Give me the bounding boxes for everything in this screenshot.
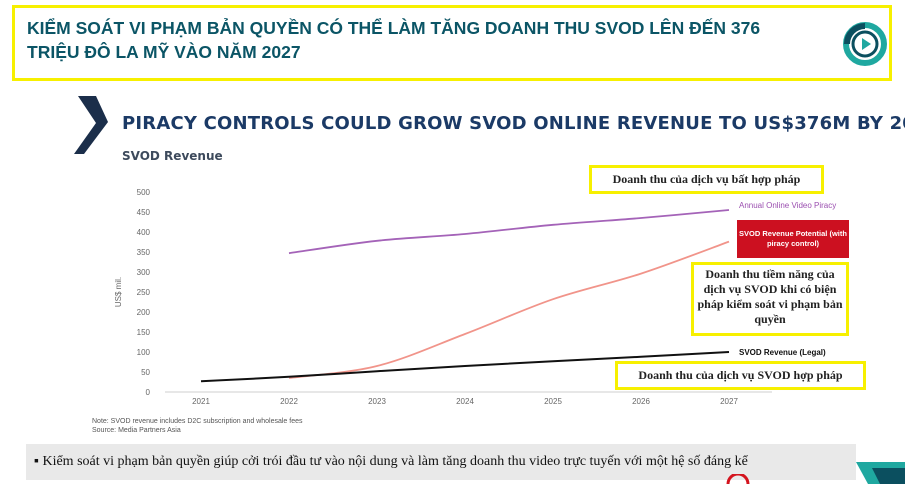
series-line-2 — [288, 240, 730, 379]
x-tick-label: 2024 — [456, 397, 474, 406]
bottom-summary-bar: ▪ Kiểm soát vi phạm bản quyền giúp cởi t… — [26, 444, 856, 480]
y-axis-label: US$ mil. — [114, 277, 123, 307]
x-tick-label: 2021 — [192, 397, 210, 406]
y-tick-label: 500 — [137, 188, 151, 197]
note-line: Note: SVOD revenue includes D2C subscrip… — [92, 418, 303, 425]
legend-potential: SVOD Revenue Potential (with piracy cont… — [737, 220, 849, 258]
summary-bullet: ▪ Kiểm soát vi phạm bản quyền giúp cởi t… — [34, 454, 748, 469]
y-tick-label: 450 — [137, 208, 151, 217]
y-axis: 0 50 100 150 200 250 300 350 400 450 500 US$ mil. — [114, 188, 151, 397]
chart-subtitle: SVOD Revenue — [122, 149, 223, 163]
slide-title: PIRACY CONTROLS COULD GROW SVOD ONLINE R… — [122, 113, 905, 134]
x-tick-label: 2026 — [632, 397, 650, 406]
corner-decoration-icon — [856, 462, 905, 484]
callout-potential-revenue: Doanh thu tiềm năng của dịch vụ SVOD khi… — [691, 262, 849, 336]
header-banner: KIỂM SOÁT VI PHẠM BẢN QUYỀN CÓ THỂ LÀM T… — [12, 5, 892, 81]
series-line-3 — [200, 351, 730, 383]
x-tick-label: 2022 — [280, 397, 298, 406]
red-arc-decoration-icon — [726, 474, 750, 484]
source-line: Source: Media Partners Asia — [92, 427, 181, 434]
legend-legal: SVOD Revenue (Legal) — [739, 348, 826, 357]
chevron-decoration-icon — [74, 96, 108, 154]
header-title: KIỂM SOÁT VI PHẠM BẢN QUYỀN CÓ THỂ LÀM T… — [27, 18, 761, 62]
chart-note: Note: SVOD revenue includes D2C subscrip… — [92, 417, 303, 435]
callout-illegal-revenue: Doanh thu của dịch vụ bất hợp pháp — [589, 165, 824, 194]
series-lines — [200, 209, 730, 383]
x-tick-label: 2027 — [720, 397, 738, 406]
series-line-1 — [288, 209, 730, 255]
x-axis: 2021 2022 2023 2024 2025 2026 2027 — [165, 391, 772, 406]
y-tick-label: 400 — [137, 228, 151, 237]
x-tick-label: 2025 — [544, 397, 562, 406]
y-tick-label: 100 — [137, 348, 151, 357]
y-tick-label: 150 — [137, 328, 151, 337]
y-tick-label: 200 — [137, 308, 151, 317]
y-tick-label: 250 — [137, 288, 151, 297]
y-tick-label: 350 — [137, 248, 151, 257]
y-tick-label: 50 — [141, 368, 150, 377]
legend-piracy: Annual Online Video Piracy — [739, 201, 837, 210]
x-tick-label: 2023 — [368, 397, 386, 406]
y-tick-label: 0 — [146, 388, 151, 397]
callout-legal-revenue: Doanh thu của dịch vụ SVOD hợp pháp — [615, 361, 866, 390]
play-logo-icon — [843, 22, 887, 66]
y-tick-label: 300 — [137, 268, 151, 277]
